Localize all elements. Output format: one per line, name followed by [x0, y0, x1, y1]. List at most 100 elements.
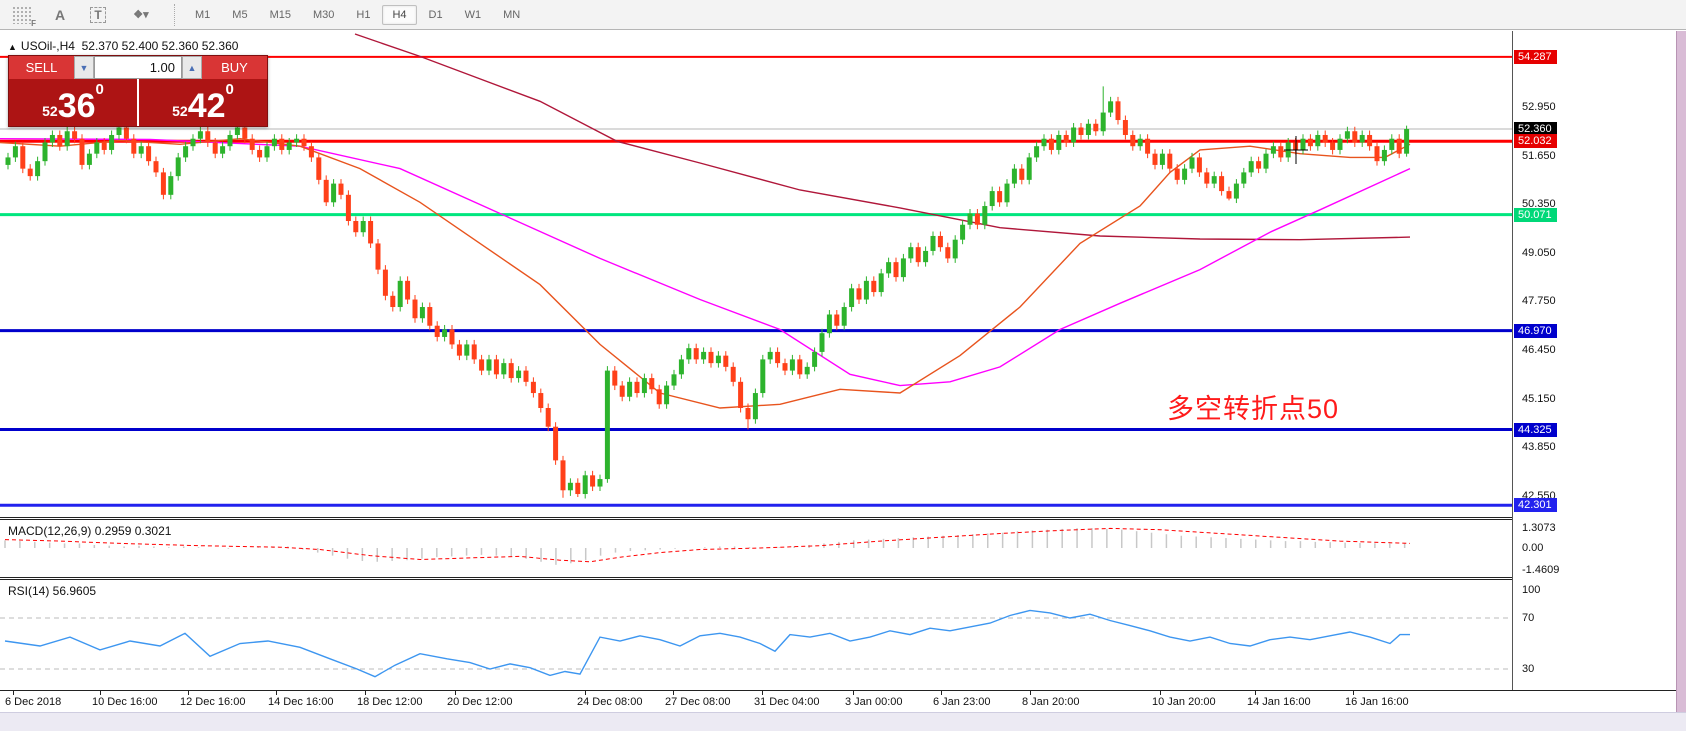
volume-up-button[interactable]: ▲	[182, 56, 202, 79]
candle-body	[131, 138, 137, 154]
macd-pane[interactable]	[0, 520, 1512, 578]
candle-body	[308, 146, 314, 158]
candle-body	[5, 157, 11, 165]
objects-dropdown-icon[interactable]: ❖▾	[133, 9, 149, 21]
candle-body	[101, 142, 107, 150]
candle-body	[442, 329, 448, 337]
time-label: 14 Dec 16:00	[268, 696, 334, 708]
rsi-pane[interactable]	[0, 580, 1512, 690]
candle-body	[1011, 168, 1017, 184]
time-tick	[1353, 691, 1354, 695]
timeframe-m15[interactable]: M15	[269, 8, 291, 21]
bid-integer: 52	[42, 103, 58, 119]
buy-button[interactable]: BUY	[202, 56, 267, 79]
candle-body	[715, 355, 721, 364]
price-tick-52.950: 52.950	[1522, 100, 1556, 113]
time-label: 27 Dec 08:00	[665, 696, 731, 708]
candle-body	[405, 280, 411, 300]
candle-body	[1359, 134, 1365, 143]
candle-body	[227, 134, 233, 147]
candle-body	[664, 385, 670, 405]
candle-body	[1204, 172, 1210, 184]
time-tick	[585, 691, 586, 695]
rsi-line	[4, 609, 1410, 678]
candle-body	[257, 149, 263, 158]
candle-body	[1374, 146, 1380, 162]
bid-decimals: 36	[57, 87, 96, 126]
candle-body	[501, 363, 507, 375]
timeframe-m30[interactable]: M30	[312, 8, 335, 21]
candle-body	[49, 134, 55, 143]
volume-down-button[interactable]: ▼	[74, 56, 94, 79]
candle-body	[190, 138, 196, 147]
candle-body	[35, 161, 41, 177]
candle-body	[649, 378, 655, 390]
candle-body	[116, 127, 122, 135]
candle-body	[1056, 134, 1062, 150]
time-tick	[1255, 691, 1256, 695]
timeframe-bar: M1 M5 M15 M30 H1 H4 D1 W1 MN	[185, 4, 530, 25]
time-tick	[853, 691, 854, 695]
bid-price-tile[interactable]: 52 36 0	[9, 79, 137, 126]
candle-body	[590, 475, 596, 487]
candle-body	[723, 355, 729, 367]
candle-body	[849, 288, 855, 308]
candle-body	[545, 408, 551, 427]
candle-body	[627, 381, 633, 397]
price-badge-46.970: 46.970	[1514, 323, 1557, 338]
ma-mid-line	[0, 138, 1411, 387]
time-axis[interactable]: 6 Dec 2018 10 Dec 16:00 12 Dec 16:00 14 Dec…	[0, 690, 1686, 712]
candle-body	[94, 142, 100, 154]
candle-body	[249, 138, 255, 150]
pane-separator-macd[interactable]	[0, 517, 1512, 520]
candle-body	[1130, 134, 1136, 147]
time-label: 20 Dec 12:00	[447, 696, 513, 708]
timeframe-h1[interactable]: H1	[356, 8, 371, 21]
candle-body	[153, 161, 159, 173]
price-tick-50.350: 50.350	[1522, 198, 1556, 211]
timeframe-h4[interactable]: H4	[382, 4, 417, 25]
timeframe-m1[interactable]: M1	[195, 8, 211, 21]
time-label: 24 Dec 08:00	[577, 696, 643, 708]
candle-body	[923, 250, 929, 263]
timeframe-d1[interactable]: D1	[428, 8, 443, 21]
time-label: 16 Jan 16:00	[1345, 696, 1409, 708]
text-box-icon[interactable]: T	[86, 5, 110, 25]
candle-body	[745, 408, 751, 420]
price-badge-54.287: 54.287	[1514, 49, 1557, 64]
sell-button[interactable]: SELL	[9, 56, 74, 79]
candle-body	[1381, 149, 1387, 162]
ask-integer: 52	[172, 103, 188, 119]
candle-body	[1404, 129, 1410, 154]
time-tick	[276, 691, 277, 695]
timeframe-w1[interactable]: W1	[464, 8, 482, 21]
time-tick	[941, 691, 942, 695]
bottom-strip	[0, 712, 1686, 731]
time-label: 6 Jan 23:00	[933, 696, 991, 708]
grid-f-icon[interactable]: F	[10, 5, 36, 28]
timeframe-mn[interactable]: MN	[503, 8, 521, 21]
ask-price-tile[interactable]: 52 42 0	[139, 79, 267, 126]
candle-body	[686, 348, 692, 360]
candle-body	[1078, 127, 1084, 135]
candle-body	[945, 247, 951, 259]
candle-body	[323, 179, 329, 203]
candle-body	[212, 142, 218, 154]
text-a-icon[interactable]: A	[54, 6, 66, 23]
timeframe-m5[interactable]: M5	[232, 8, 248, 21]
price-pane[interactable]	[0, 31, 1512, 518]
volume-input[interactable]	[94, 56, 182, 79]
candle-body	[560, 460, 566, 491]
candle-body	[427, 307, 433, 326]
candle-body	[360, 221, 366, 233]
candle-body	[775, 351, 781, 364]
time-label: 14 Jan 16:00	[1247, 696, 1311, 708]
candle-body	[138, 146, 144, 154]
price-tick-47.750: 47.750	[1522, 295, 1556, 308]
candle-body	[1322, 134, 1328, 143]
collapse-triangle-icon[interactable]: ▲	[8, 42, 17, 52]
candle-body	[1174, 168, 1180, 180]
candle-body	[419, 307, 425, 319]
price-tick-49.050: 49.050	[1522, 246, 1556, 259]
pane-separator-rsi[interactable]	[0, 577, 1512, 580]
